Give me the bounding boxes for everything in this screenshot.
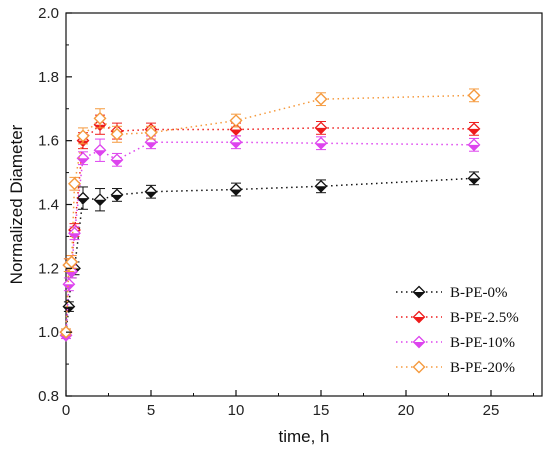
series-line	[65, 177, 475, 333]
series-1	[59, 114, 481, 339]
x-axis-title: time, h	[278, 427, 329, 446]
data-point-fill	[468, 178, 480, 184]
data-point-fill	[468, 144, 480, 151]
data-point-fill	[315, 127, 327, 134]
data-point-fill	[145, 142, 157, 148]
x-tick-label: 15	[313, 402, 330, 419]
data-point-fill	[230, 129, 242, 135]
x-tick-label: 25	[483, 402, 500, 419]
series-3	[59, 88, 481, 339]
series-line	[65, 123, 475, 333]
y-tick-label: 1.0	[38, 324, 59, 341]
data-point-fill	[63, 306, 75, 313]
series-line	[65, 94, 475, 333]
legend-marker	[412, 360, 426, 374]
legend-label: B-PE-0%	[450, 285, 508, 301]
series-layer	[59, 88, 481, 342]
legend-label: B-PE-2.5%	[450, 310, 519, 326]
series-0	[59, 171, 481, 339]
series-line	[65, 141, 475, 336]
y-tick-label: 1.4	[38, 197, 59, 214]
data-point-fill	[230, 189, 242, 195]
legend-label: B-PE-20%	[450, 360, 515, 376]
ticks-layer: 0 5 10 15 20 25 0.8 1.0 1.2 1.4 1.6 1.8 2.0	[38, 5, 534, 419]
data-point-fill	[111, 159, 123, 166]
data-point	[68, 177, 81, 191]
data-point	[110, 127, 124, 141]
legend: B-PE-0% B-PE-2.5% B-PE-10% B-PE-20%	[396, 285, 519, 376]
x-tick-label: 5	[147, 402, 155, 419]
legend-marker-fill	[413, 292, 425, 298]
y-axis-title: Normalized Diameter	[7, 124, 26, 284]
legend-item-0: B-PE-0%	[396, 285, 508, 301]
data-point-fill	[230, 142, 242, 148]
data-point	[314, 92, 328, 106]
data-point	[229, 114, 243, 128]
x-tick-label: 0	[62, 402, 70, 419]
x-tick-label: 20	[398, 402, 415, 419]
y-tick-label: 2.0	[38, 5, 59, 22]
data-point-fill	[94, 199, 106, 206]
data-point	[467, 88, 481, 102]
series-2	[59, 135, 481, 342]
data-point-fill	[315, 186, 327, 192]
data-point	[144, 126, 158, 140]
data-point-fill	[315, 143, 327, 149]
data-point-fill	[63, 284, 75, 290]
y-tick-label: 1.8	[38, 69, 59, 86]
legend-item-1: B-PE-2.5%	[396, 310, 519, 326]
data-point-fill	[468, 128, 480, 135]
x-tick-label: 10	[228, 402, 245, 419]
legend-label: B-PE-10%	[450, 335, 515, 351]
legend-marker-fill	[413, 342, 425, 348]
legend-marker-fill	[413, 317, 425, 323]
y-tick-label: 1.6	[38, 133, 59, 150]
legend-item-3: B-PE-20%	[396, 360, 515, 376]
y-tick-label: 0.8	[38, 388, 59, 405]
data-point-fill	[94, 150, 106, 156]
data-point-fill	[69, 233, 80, 239]
data-point-fill	[111, 194, 123, 201]
data-point-fill	[66, 271, 78, 278]
legend-item-2: B-PE-10%	[396, 335, 515, 351]
data-point-fill	[77, 158, 89, 164]
data-point-fill	[145, 191, 157, 198]
data-point	[65, 255, 79, 269]
y-tick-label: 1.2	[38, 260, 59, 277]
data-point	[93, 111, 107, 125]
data-point	[76, 129, 90, 143]
data-point-fill	[77, 198, 89, 204]
